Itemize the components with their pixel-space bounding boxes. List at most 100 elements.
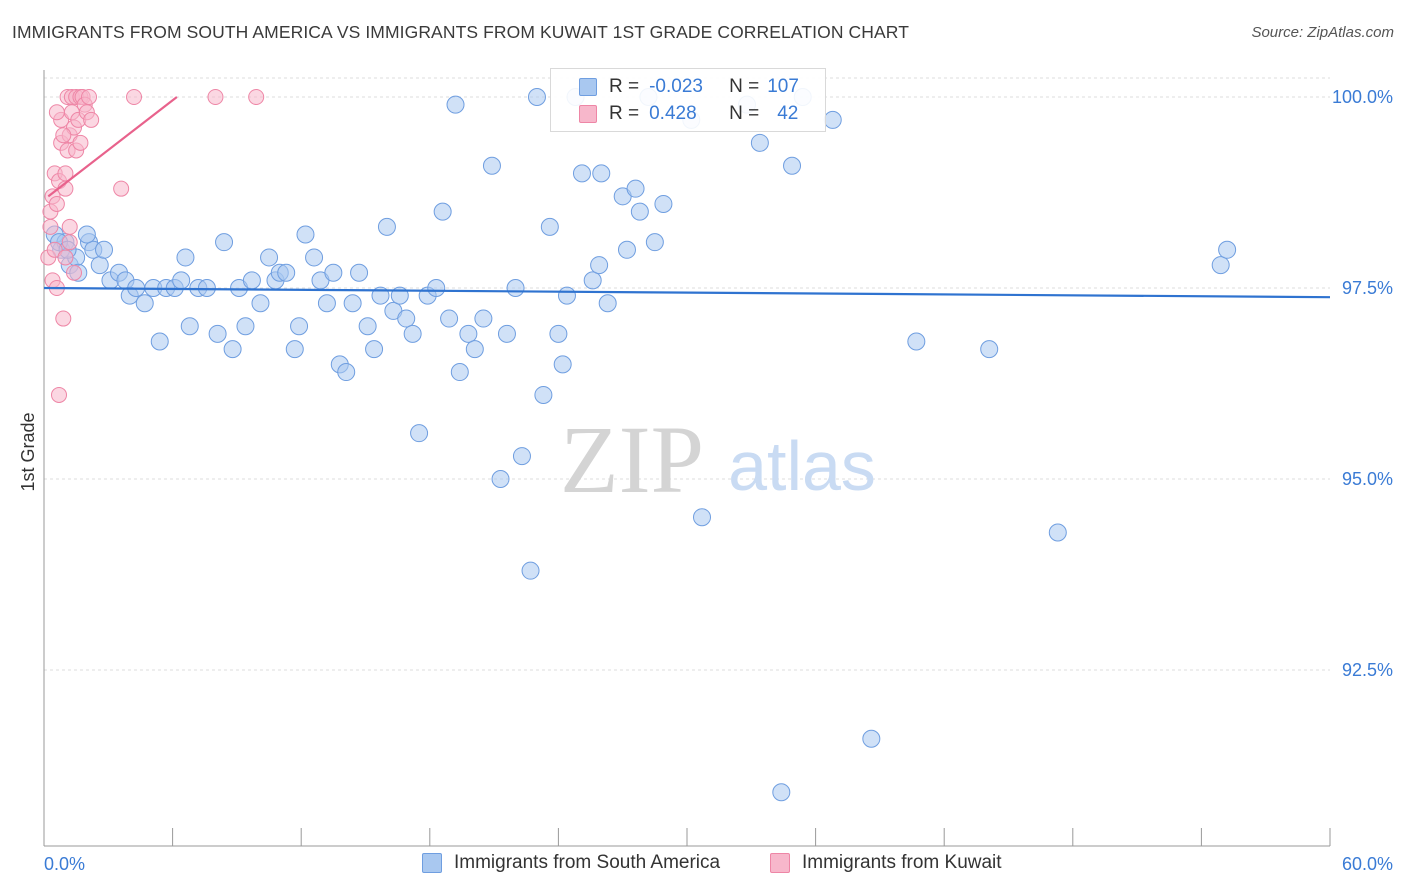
- data-point-south-america: [1218, 240, 1237, 259]
- data-point-south-america: [654, 194, 673, 213]
- y-tick-label: 92.5%: [1342, 660, 1393, 680]
- bottom-legend-label: Immigrants from South America: [454, 852, 721, 873]
- data-point-kuwait: [66, 264, 83, 281]
- data-point-south-america: [77, 225, 96, 244]
- data-point-kuwait: [42, 218, 59, 235]
- data-point-kuwait: [48, 104, 65, 121]
- grid-lines: [44, 77, 1330, 671]
- data-point-south-america: [260, 248, 279, 267]
- data-point-south-america: [549, 324, 568, 343]
- data-point-south-america: [427, 279, 446, 297]
- x-tick-label-min: 0.0%: [44, 854, 85, 874]
- bottom-legend-item-kuwait: Immigrants from Kuwait: [770, 852, 1002, 874]
- legend-r-value: -0.023: [649, 76, 703, 97]
- data-point-south-america: [527, 88, 546, 106]
- data-point-kuwait: [248, 89, 265, 105]
- data-point-south-america: [823, 110, 842, 129]
- data-point-kuwait: [51, 386, 68, 403]
- legend-r-label: R =: [609, 103, 640, 124]
- data-point-south-america: [592, 164, 611, 183]
- y-tick-label: 100.0%: [1332, 87, 1393, 107]
- data-point-south-america: [433, 202, 452, 221]
- data-point-kuwait: [48, 195, 65, 212]
- data-point-south-america: [324, 263, 343, 282]
- data-point-south-america: [540, 217, 559, 236]
- data-point-south-america: [512, 447, 531, 466]
- trend-lines: [43, 96, 1331, 299]
- legend-r-value: 0.428: [649, 103, 697, 124]
- data-point-south-america: [862, 729, 881, 748]
- data-point-south-america: [645, 233, 664, 252]
- data-point-south-america: [772, 783, 791, 802]
- data-point-south-america: [150, 332, 169, 351]
- data-point-kuwait: [113, 180, 130, 197]
- data-point-kuwait: [55, 127, 72, 144]
- data-point-south-america: [783, 156, 802, 175]
- legend-r-label: R =: [609, 76, 640, 97]
- data-point-kuwait: [126, 89, 143, 105]
- legend-n-label: N =: [729, 103, 760, 124]
- legend-row-kuwait: R = 0.428 N = 42: [551, 102, 798, 126]
- data-point-south-america: [534, 385, 553, 404]
- bottom-legend-item-south-america: Immigrants from South America: [422, 852, 720, 874]
- data-point-south-america: [403, 324, 422, 343]
- data-point-kuwait: [83, 111, 100, 128]
- data-point-south-america: [626, 179, 645, 198]
- data-point-south-america: [1211, 256, 1230, 275]
- legend-n-label: N =: [729, 76, 760, 97]
- data-point-south-america: [590, 256, 609, 275]
- data-point-south-america: [317, 294, 336, 313]
- data-point-kuwait: [207, 89, 224, 105]
- trend-line-kuwait: [47, 96, 178, 198]
- data-point-south-america: [572, 164, 591, 183]
- data-point-south-america: [197, 279, 216, 297]
- data-point-south-america: [497, 324, 516, 343]
- data-point-south-america: [491, 470, 510, 488]
- series-kuwait: [40, 89, 265, 403]
- data-point-south-america: [277, 263, 296, 282]
- source-label: Source: ZipAtlas.com: [1251, 24, 1394, 41]
- data-point-south-america: [176, 248, 195, 267]
- data-point-south-america: [95, 240, 114, 259]
- bottom-legend-swatch-blue: [422, 853, 442, 873]
- tick-labels: 100.0% 97.5% 95.0% 92.5% 0.0% 60.0%: [44, 87, 1393, 874]
- data-point-south-america: [521, 561, 540, 580]
- watermark-atlas: atlas: [728, 427, 876, 505]
- data-point-kuwait: [81, 89, 98, 105]
- legend-n-value: 107: [767, 76, 799, 97]
- data-point-south-america: [343, 294, 362, 313]
- watermark: ZIP atlas: [560, 406, 876, 513]
- data-point-south-america: [90, 256, 109, 275]
- bottom-legend-swatch-pink: [770, 853, 790, 873]
- data-point-south-america: [296, 225, 315, 244]
- data-point-south-america: [440, 309, 459, 328]
- watermark-zip: ZIP: [560, 406, 704, 513]
- x-tick-label-max: 60.0%: [1342, 854, 1393, 874]
- data-point-south-america: [242, 271, 261, 290]
- data-point-south-america: [583, 271, 602, 290]
- legend-swatch-pink: [579, 105, 597, 123]
- y-tick-label: 95.0%: [1342, 469, 1393, 489]
- data-point-south-america: [459, 324, 478, 343]
- data-point-south-america: [337, 363, 356, 382]
- data-point-south-america: [358, 317, 377, 336]
- y-tick-label: 97.5%: [1342, 278, 1393, 298]
- data-point-south-america: [598, 294, 617, 313]
- data-point-south-america: [474, 309, 493, 328]
- bottom-legend: Immigrants from South America Immigrants…: [0, 852, 1406, 878]
- data-point-south-america: [350, 263, 369, 282]
- data-point-south-america: [305, 248, 324, 267]
- data-point-south-america: [410, 424, 429, 443]
- data-point-south-america: [506, 279, 525, 297]
- data-point-kuwait: [57, 249, 74, 266]
- bottom-legend-label: Immigrants from Kuwait: [802, 852, 1002, 873]
- data-point-south-america: [693, 508, 712, 527]
- data-point-south-america: [290, 317, 309, 336]
- data-point-south-america: [236, 317, 255, 336]
- legend-row-south-america: R = -0.023 N = 107: [551, 75, 799, 99]
- data-point-south-america: [251, 294, 270, 313]
- chart-title: IMMIGRANTS FROM SOUTH AMERICA VS IMMIGRA…: [12, 22, 909, 42]
- data-point-south-america: [617, 240, 636, 259]
- data-point-south-america: [135, 294, 154, 313]
